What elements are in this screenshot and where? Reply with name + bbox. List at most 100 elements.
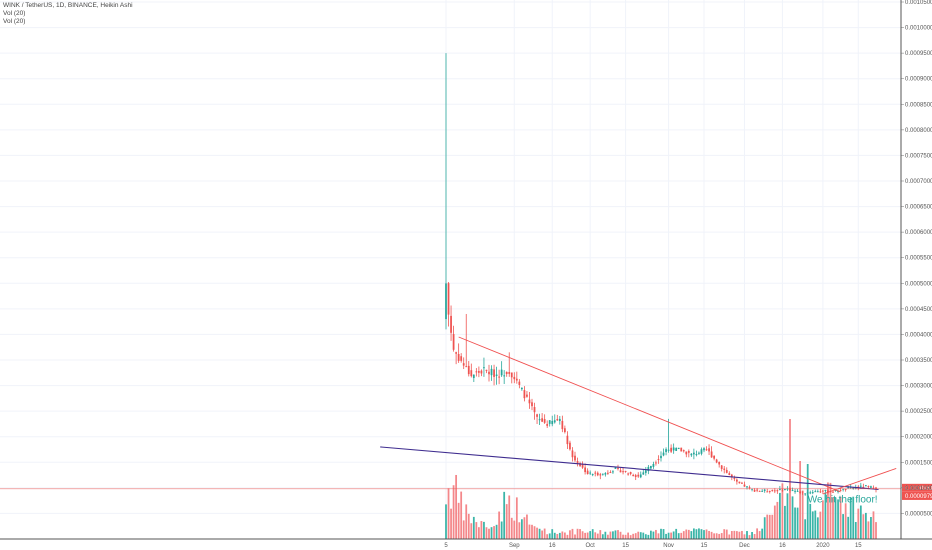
- volume-bar: [472, 516, 475, 539]
- x-tick-label: 15: [855, 543, 862, 549]
- candle-body: [505, 371, 508, 375]
- trendline-support[interactable]: [380, 446, 879, 490]
- symbol-title[interactable]: WINK / TetherUS, 1D, BINANCE, Heikin Ash…: [3, 2, 133, 9]
- y-tick-label: 0.0006500: [905, 205, 932, 211]
- volume-bar: [864, 512, 867, 539]
- candle-body: [576, 461, 579, 464]
- trendlines[interactable]: [380, 336, 897, 495]
- volume-bar: [695, 529, 698, 539]
- volume-indicator-label[interactable]: Vol (20): [3, 18, 26, 25]
- volume-bar: [546, 534, 549, 539]
- candle-body: [452, 334, 455, 350]
- candle-body: [733, 477, 736, 480]
- candle-body: [660, 455, 662, 459]
- candle-body: [647, 466, 650, 472]
- candle-body: [477, 371, 480, 373]
- candle-body: [667, 449, 670, 451]
- price-tag: [902, 483, 932, 492]
- candle-body: [612, 471, 614, 473]
- volume-bar: [536, 527, 538, 539]
- candle-body: [796, 490, 799, 492]
- volume-bar: [642, 532, 645, 539]
- candle-body: [708, 448, 710, 452]
- candle-body: [639, 474, 642, 478]
- volume-bar: [857, 508, 860, 539]
- volume-bar: [596, 533, 599, 539]
- candle-body: [657, 459, 660, 461]
- volume-bar: [467, 513, 470, 539]
- volume-bar: [708, 530, 710, 539]
- y-tick-label: 0.0007500: [905, 153, 932, 159]
- trendline-breakout[interactable]: [822, 467, 897, 495]
- volume-bar: [627, 532, 630, 539]
- candle-body: [455, 352, 458, 354]
- volume-bar: [617, 530, 619, 539]
- volume-bar: [796, 507, 799, 539]
- candle-body: [609, 472, 612, 474]
- candle-body: [662, 452, 665, 456]
- volume-bar: [601, 534, 604, 539]
- y-tick-label: 0.0005500: [905, 256, 932, 262]
- x-tick-label: 5: [444, 543, 448, 549]
- volume-bar: [700, 529, 703, 539]
- candle-body: [670, 447, 673, 452]
- volume-bar: [591, 529, 594, 539]
- y-tick-label: 0.0005000: [905, 281, 932, 287]
- candle-body: [520, 387, 523, 390]
- candle-body: [837, 491, 839, 493]
- annotation-text[interactable]: We hit the floor!: [808, 495, 878, 506]
- volume-bar: [503, 491, 506, 539]
- volume-bar: [480, 521, 483, 539]
- volume-bar: [647, 534, 650, 539]
- candle-body: [581, 464, 584, 468]
- volume-bar: [455, 474, 458, 539]
- y-tick-label: 0.0003500: [905, 358, 932, 364]
- candle-body: [450, 315, 452, 333]
- trendline-resistance[interactable]: [458, 336, 841, 493]
- candle-body: [596, 472, 599, 476]
- volume-bar: [849, 497, 852, 539]
- volume-bar: [791, 496, 794, 539]
- volume-bar: [809, 503, 812, 539]
- volume-bar: [660, 528, 662, 539]
- volume-bar: [528, 524, 531, 539]
- volume-bar: [839, 496, 842, 539]
- volume-bar: [705, 529, 708, 539]
- candle-body: [601, 473, 604, 475]
- candle-body: [713, 455, 716, 459]
- candle-body: [870, 486, 872, 488]
- volume-bar: [500, 521, 503, 539]
- volume-indicator-label[interactable]: Vol (20): [3, 10, 26, 17]
- volume-bar: [794, 507, 796, 539]
- candle-body: [680, 447, 683, 452]
- candle-body: [493, 369, 495, 377]
- candle-body: [710, 451, 713, 458]
- volume-bar: [675, 528, 678, 539]
- candle-body: [748, 487, 751, 489]
- candle-body: [867, 486, 870, 488]
- volume-bar: [553, 532, 556, 539]
- candle-body: [852, 487, 855, 489]
- volume-bar: [513, 520, 516, 539]
- price-tag: [902, 491, 932, 500]
- candle-body: [756, 489, 759, 491]
- candle-body: [531, 402, 533, 407]
- candle-body: [604, 473, 607, 475]
- volume-bar: [741, 530, 743, 539]
- candle-body: [872, 487, 875, 490]
- volume-bar: [518, 522, 521, 539]
- candle-body: [546, 424, 549, 426]
- candle-body: [490, 368, 493, 376]
- candle-body: [556, 418, 559, 421]
- candle-body: [515, 378, 518, 381]
- volume-bar: [743, 534, 746, 539]
- volume-bar: [710, 531, 713, 539]
- volume-bar: [763, 517, 766, 539]
- candle-body: [766, 491, 769, 493]
- volume-bar: [558, 532, 561, 539]
- volume-bar: [637, 531, 640, 539]
- volume-bar: [733, 530, 736, 539]
- volume-bar: [875, 522, 877, 539]
